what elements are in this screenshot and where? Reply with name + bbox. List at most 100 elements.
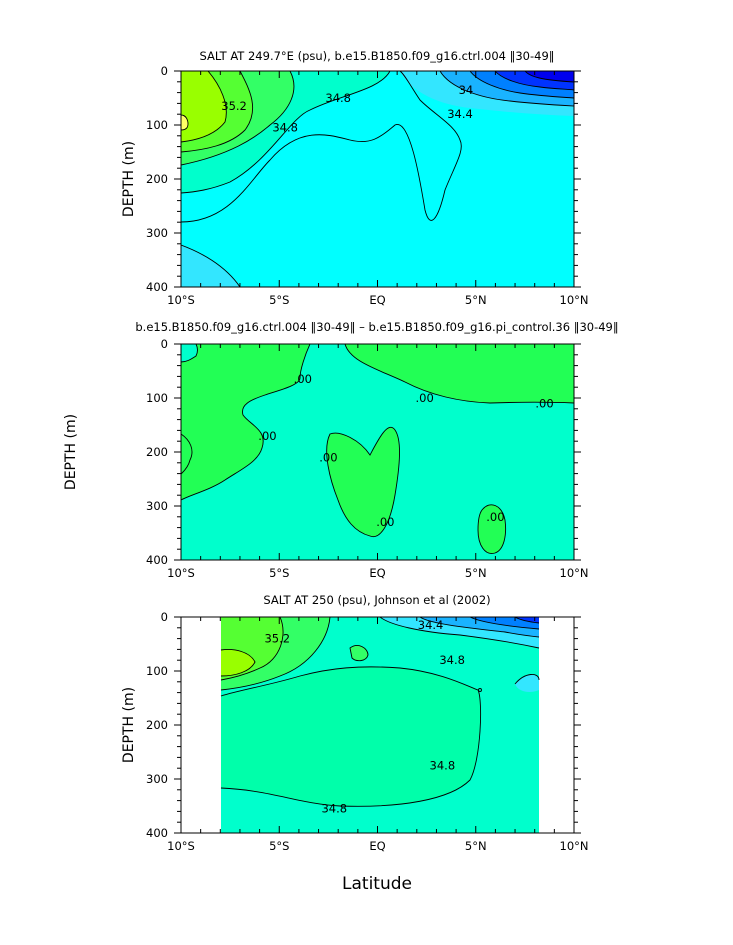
contour-label: .00 bbox=[258, 429, 276, 443]
contour-line bbox=[220, 666, 482, 807]
y-tick-label: 400 bbox=[146, 280, 168, 294]
contour-line bbox=[181, 433, 193, 475]
contour-line bbox=[469, 617, 540, 630]
y-tick-label: 100 bbox=[146, 118, 168, 132]
y-tick-label: 400 bbox=[146, 826, 168, 840]
y-tick-label: 300 bbox=[146, 499, 168, 513]
contour-line bbox=[181, 344, 198, 363]
panel-1: SALT AT 249.7°E (psu), b.e15.B1850.f09_g… bbox=[121, 49, 589, 307]
x-tick-label: 10°S bbox=[167, 839, 195, 853]
contour-line bbox=[181, 71, 295, 166]
fill-diffgreen bbox=[181, 344, 310, 500]
y-tick-label: 200 bbox=[146, 172, 168, 186]
contour-line bbox=[349, 645, 369, 662]
contour-label: 34.4 bbox=[418, 618, 444, 632]
x-tick-label: EQ bbox=[369, 839, 385, 853]
fill-navy bbox=[525, 71, 574, 82]
contour-label: 35.2 bbox=[264, 632, 290, 646]
fill-yellow bbox=[181, 115, 188, 130]
contour-label: .00 bbox=[294, 372, 312, 386]
panel-1-contour-lines bbox=[181, 71, 574, 287]
panel-3-title: SALT AT 250 (psu), Johnson et al (2002) bbox=[263, 593, 490, 607]
fill-cyan-deep bbox=[181, 245, 240, 287]
panel-1-ylabel: DEPTH (m) bbox=[121, 141, 137, 217]
contour-line bbox=[326, 427, 400, 538]
contour-line bbox=[524, 71, 574, 83]
y-tick-label: 300 bbox=[146, 226, 168, 240]
contour-line bbox=[494, 71, 574, 91]
y-tick-label: 100 bbox=[146, 664, 168, 678]
y-tick-label: 400 bbox=[146, 553, 168, 567]
contour-line bbox=[181, 344, 311, 501]
contour-label: 34.8 bbox=[321, 802, 347, 816]
y-tick-label: 200 bbox=[146, 445, 168, 459]
contour-line bbox=[477, 504, 506, 554]
panel-2-contour-labels: .00 .00 .00 .00 .00 .00 .00 bbox=[258, 372, 553, 529]
contour-label: 34.8 bbox=[439, 653, 465, 667]
y-tick-label: 0 bbox=[161, 337, 168, 351]
contour-label: .00 bbox=[376, 515, 394, 529]
panel-2-contour-fills bbox=[181, 344, 574, 560]
panel-3-xlabel: Latitude bbox=[342, 874, 412, 894]
fill-darkblue bbox=[515, 617, 539, 623]
panel-1-title: SALT AT 249.7°E (psu), b.e15.B1850.f09_g… bbox=[199, 49, 554, 63]
contour-line bbox=[220, 649, 256, 677]
fill-diffgreen bbox=[478, 504, 506, 554]
panel-3-ticks: 10°S 5°S EQ 5°N 10°N 0 100 200 300 400 bbox=[146, 610, 588, 853]
x-tick-label: 10°N bbox=[560, 566, 589, 580]
contour-line bbox=[439, 71, 574, 107]
panel-1-ticks: 10°S 5°S EQ 5°N 10°N 0 100 200 300 400 bbox=[146, 64, 588, 307]
contour-line bbox=[478, 688, 482, 692]
panel-2-ticks: 10°S 5°S EQ 5°N 10°N 0 100 200 300 400 bbox=[146, 337, 588, 580]
contour-label: 34.8 bbox=[325, 91, 351, 105]
x-tick-label: EQ bbox=[369, 293, 385, 307]
contour-label: .00 bbox=[535, 396, 553, 410]
panel-2-ylabel: DEPTH (m) bbox=[63, 414, 79, 490]
contour-label: 35.2 bbox=[221, 99, 247, 113]
contour-line bbox=[419, 617, 540, 638]
contour-line bbox=[220, 617, 284, 681]
contour-label: .00 bbox=[486, 510, 504, 524]
fill-diffgreen bbox=[345, 344, 574, 403]
contour-line bbox=[514, 617, 540, 624]
x-tick-label: 10°N bbox=[560, 839, 589, 853]
contour-line bbox=[514, 674, 540, 685]
contour-label: 34 bbox=[459, 83, 474, 97]
x-tick-label: 5°S bbox=[269, 293, 289, 307]
contour-line bbox=[181, 114, 189, 131]
contour-line bbox=[220, 617, 331, 691]
contour-line bbox=[379, 617, 540, 649]
contour-line bbox=[181, 71, 227, 143]
panel-3: SALT AT 250 (psu), Johnson et al (2002) bbox=[121, 593, 589, 894]
x-tick-label: 5°N bbox=[465, 839, 487, 853]
y-tick-label: 200 bbox=[146, 718, 168, 732]
fill-diffgreen bbox=[326, 427, 400, 537]
fill-yellowgreen bbox=[221, 649, 255, 676]
x-tick-label: 5°S bbox=[269, 839, 289, 853]
panel-1-contour-fills bbox=[181, 71, 574, 287]
panel-3-contour-lines bbox=[220, 617, 540, 807]
x-tick-label: EQ bbox=[369, 566, 385, 580]
contour-label: .00 bbox=[416, 391, 434, 405]
fill-aquagreen bbox=[221, 666, 481, 807]
contour-line bbox=[181, 71, 254, 153]
fill-green bbox=[350, 645, 368, 661]
contour-label: 34.8 bbox=[430, 759, 456, 773]
contour-label: 34.8 bbox=[272, 121, 298, 135]
panel-3-contour-fills bbox=[221, 617, 539, 833]
contour-line bbox=[181, 71, 462, 223]
x-tick-label: 10°N bbox=[560, 293, 589, 307]
contour-label: 34.4 bbox=[447, 107, 473, 121]
contour-line bbox=[469, 71, 574, 99]
y-tick-label: 100 bbox=[146, 391, 168, 405]
contour-line bbox=[181, 71, 391, 194]
contour-line bbox=[344, 344, 574, 404]
panel-2-contour-lines bbox=[181, 344, 574, 554]
x-tick-label: 10°S bbox=[167, 293, 195, 307]
contour-label: .00 bbox=[319, 450, 337, 464]
y-tick-label: 0 bbox=[161, 610, 168, 624]
panel-3-ylabel: DEPTH (m) bbox=[121, 687, 137, 763]
x-tick-label: 5°N bbox=[465, 293, 487, 307]
y-tick-label: 0 bbox=[161, 64, 168, 78]
x-tick-label: 5°N bbox=[465, 566, 487, 580]
